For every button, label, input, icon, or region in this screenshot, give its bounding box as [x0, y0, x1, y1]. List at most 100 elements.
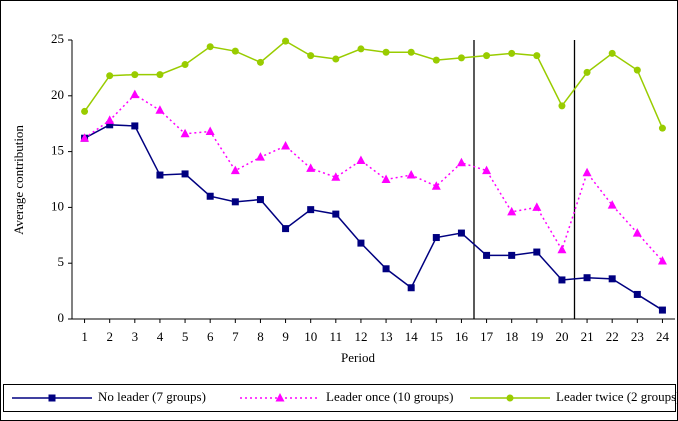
x-tick-label: 18 — [505, 329, 518, 344]
x-tick-label: 12 — [354, 329, 367, 344]
marker — [181, 61, 189, 69]
marker — [382, 265, 390, 273]
legend-label: No leader (7 groups) — [98, 389, 206, 404]
x-axis-label: Period — [341, 350, 375, 365]
marker — [357, 239, 365, 247]
marker — [282, 37, 290, 45]
marker — [206, 192, 214, 200]
x-tick-label: 14 — [405, 329, 419, 344]
y-tick-label: 15 — [51, 143, 64, 158]
legend-marker — [506, 394, 514, 402]
marker — [356, 155, 366, 165]
marker — [331, 172, 341, 181]
x-tick-label: 11 — [330, 329, 343, 344]
legend-box — [3, 384, 676, 412]
marker — [483, 251, 491, 259]
x-tick-label: 16 — [455, 329, 469, 344]
x-tick-label: 1 — [81, 329, 88, 344]
marker — [633, 290, 641, 298]
marker — [382, 48, 390, 56]
marker — [231, 47, 239, 55]
x-tick-label: 24 — [656, 329, 670, 344]
x-tick-label: 4 — [157, 329, 164, 344]
marker — [456, 157, 466, 167]
marker — [583, 68, 591, 76]
marker — [131, 122, 139, 130]
marker — [81, 107, 89, 115]
marker — [633, 66, 641, 74]
marker — [533, 52, 541, 60]
y-tick-label: 20 — [51, 87, 64, 102]
legend-label: Leader once (10 groups) — [326, 389, 453, 404]
marker — [80, 133, 90, 142]
marker — [558, 276, 566, 284]
x-tick-label: 7 — [232, 329, 239, 344]
marker — [205, 126, 215, 136]
legend-label: Leader twice (2 groups) — [556, 389, 678, 404]
marker — [582, 167, 592, 177]
marker — [533, 248, 541, 256]
marker — [558, 102, 566, 110]
y-tick-label: 10 — [51, 198, 64, 213]
y-tick-label: 25 — [51, 31, 64, 46]
marker — [156, 71, 164, 79]
marker — [583, 274, 591, 282]
x-tick-label: 19 — [530, 329, 543, 344]
marker — [256, 58, 264, 66]
marker — [106, 72, 114, 80]
marker — [532, 202, 542, 211]
marker — [482, 165, 492, 175]
marker — [657, 255, 667, 265]
marker — [357, 45, 365, 53]
marker — [156, 171, 164, 179]
marker — [307, 52, 315, 60]
marker — [457, 54, 465, 62]
legend-marker — [275, 393, 285, 402]
y-tick-label: 0 — [58, 310, 65, 325]
series-line — [84, 93, 663, 262]
x-tick-label: 21 — [581, 329, 594, 344]
x-tick-label: 15 — [430, 329, 443, 344]
x-tick-label: 13 — [380, 329, 393, 344]
marker — [180, 128, 190, 138]
marker — [406, 170, 416, 179]
marker — [181, 170, 189, 178]
series-line — [83, 40, 664, 129]
marker — [281, 141, 291, 150]
marker — [457, 229, 465, 237]
marker — [483, 52, 491, 60]
x-tick-label: 10 — [304, 329, 317, 344]
series-line — [84, 124, 663, 311]
x-tick-label: 5 — [182, 329, 189, 344]
marker — [381, 174, 391, 183]
marker — [255, 152, 265, 161]
marker — [130, 89, 140, 99]
marker — [431, 181, 441, 190]
x-tick-label: 2 — [106, 329, 113, 344]
marker — [332, 210, 340, 218]
marker — [230, 165, 240, 175]
marker — [307, 206, 315, 214]
marker — [155, 105, 165, 114]
x-tick-label: 20 — [555, 329, 568, 344]
marker — [332, 55, 340, 63]
x-tick-label: 17 — [480, 329, 494, 344]
x-tick-label: 22 — [606, 329, 619, 344]
marker — [407, 284, 415, 292]
x-tick-label: 8 — [257, 329, 264, 344]
x-tick-label: 3 — [132, 329, 139, 344]
marker — [407, 48, 415, 56]
marker — [206, 43, 214, 51]
marker — [256, 196, 264, 204]
marker — [106, 121, 114, 129]
marker — [508, 251, 516, 259]
marker — [557, 244, 567, 254]
marker — [608, 49, 616, 57]
marker — [105, 115, 115, 124]
marker — [508, 49, 516, 57]
marker — [432, 234, 440, 242]
marker — [608, 275, 616, 283]
marker — [282, 225, 290, 233]
